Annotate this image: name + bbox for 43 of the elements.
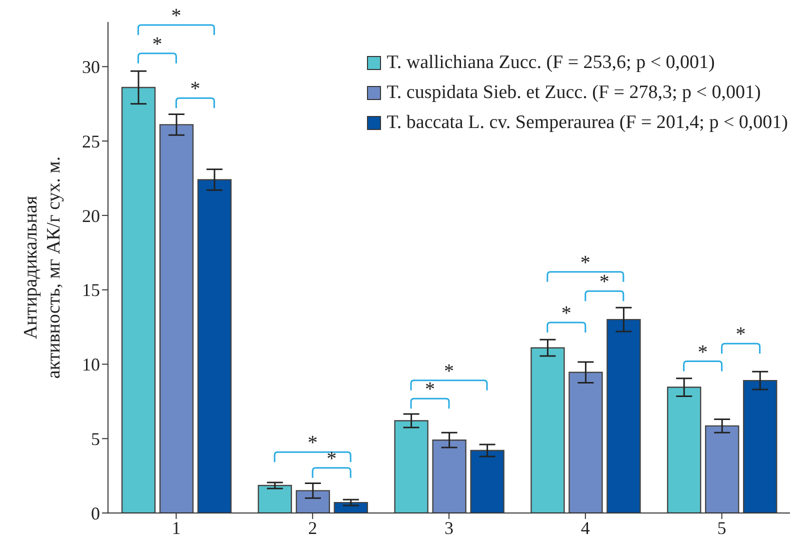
bar: [606, 318, 641, 513]
annotation: *: [308, 432, 318, 454]
bar: [470, 450, 504, 513]
bar: [296, 490, 330, 513]
annotation: *: [171, 4, 182, 27]
y-tick-label: 30: [82, 57, 100, 78]
annotation: *: [561, 302, 572, 324]
y-tick-label: 20: [82, 206, 100, 226]
annotation: *: [326, 448, 337, 470]
annotation: *: [444, 360, 454, 382]
x-tick-label: 3: [444, 518, 454, 538]
bar: [197, 179, 232, 513]
x-tick-label: 1: [172, 518, 181, 538]
annotation: *: [190, 78, 200, 100]
x-tick-label: 5: [717, 518, 726, 538]
y-tick-label: 0: [91, 503, 100, 524]
annotation: *: [698, 341, 708, 364]
annotation: *: [425, 378, 435, 401]
legend-label: T. wallichiana Zucc. (F = 253,6; p < 0,001): [386, 51, 715, 75]
bar: [334, 502, 368, 513]
bar: [705, 425, 740, 513]
y-axis-title: Антирадикальная активность, мг АК/г сух. м.: [20, 156, 64, 379]
bar: [121, 86, 156, 513]
bar: [258, 484, 292, 513]
bar: [432, 439, 466, 513]
bar: [394, 420, 428, 513]
annotation: *: [599, 271, 610, 294]
legend-label: T. baccata L. cv. Semperaurea (F = 201,4; p < 0,001): [386, 111, 788, 135]
bar: [568, 372, 603, 513]
y-tick-label: 15: [82, 280, 100, 300]
y-tick-label: 5: [91, 428, 100, 449]
annotation: *: [152, 33, 162, 56]
bar: [159, 124, 194, 513]
bar: [530, 347, 565, 513]
bar: [743, 380, 778, 513]
x-tick-label: 2: [308, 518, 318, 538]
bar: [667, 386, 702, 513]
legend-label: T. cuspidata Sieb. et Zucc. (F = 278,3; p < 0,001): [386, 81, 761, 105]
y-tick-label: 10: [82, 354, 100, 375]
y-tick-label: 25: [82, 131, 100, 152]
annotation: *: [736, 324, 746, 346]
x-tick-label: 4: [580, 518, 590, 538]
annotation: *: [580, 252, 590, 274]
